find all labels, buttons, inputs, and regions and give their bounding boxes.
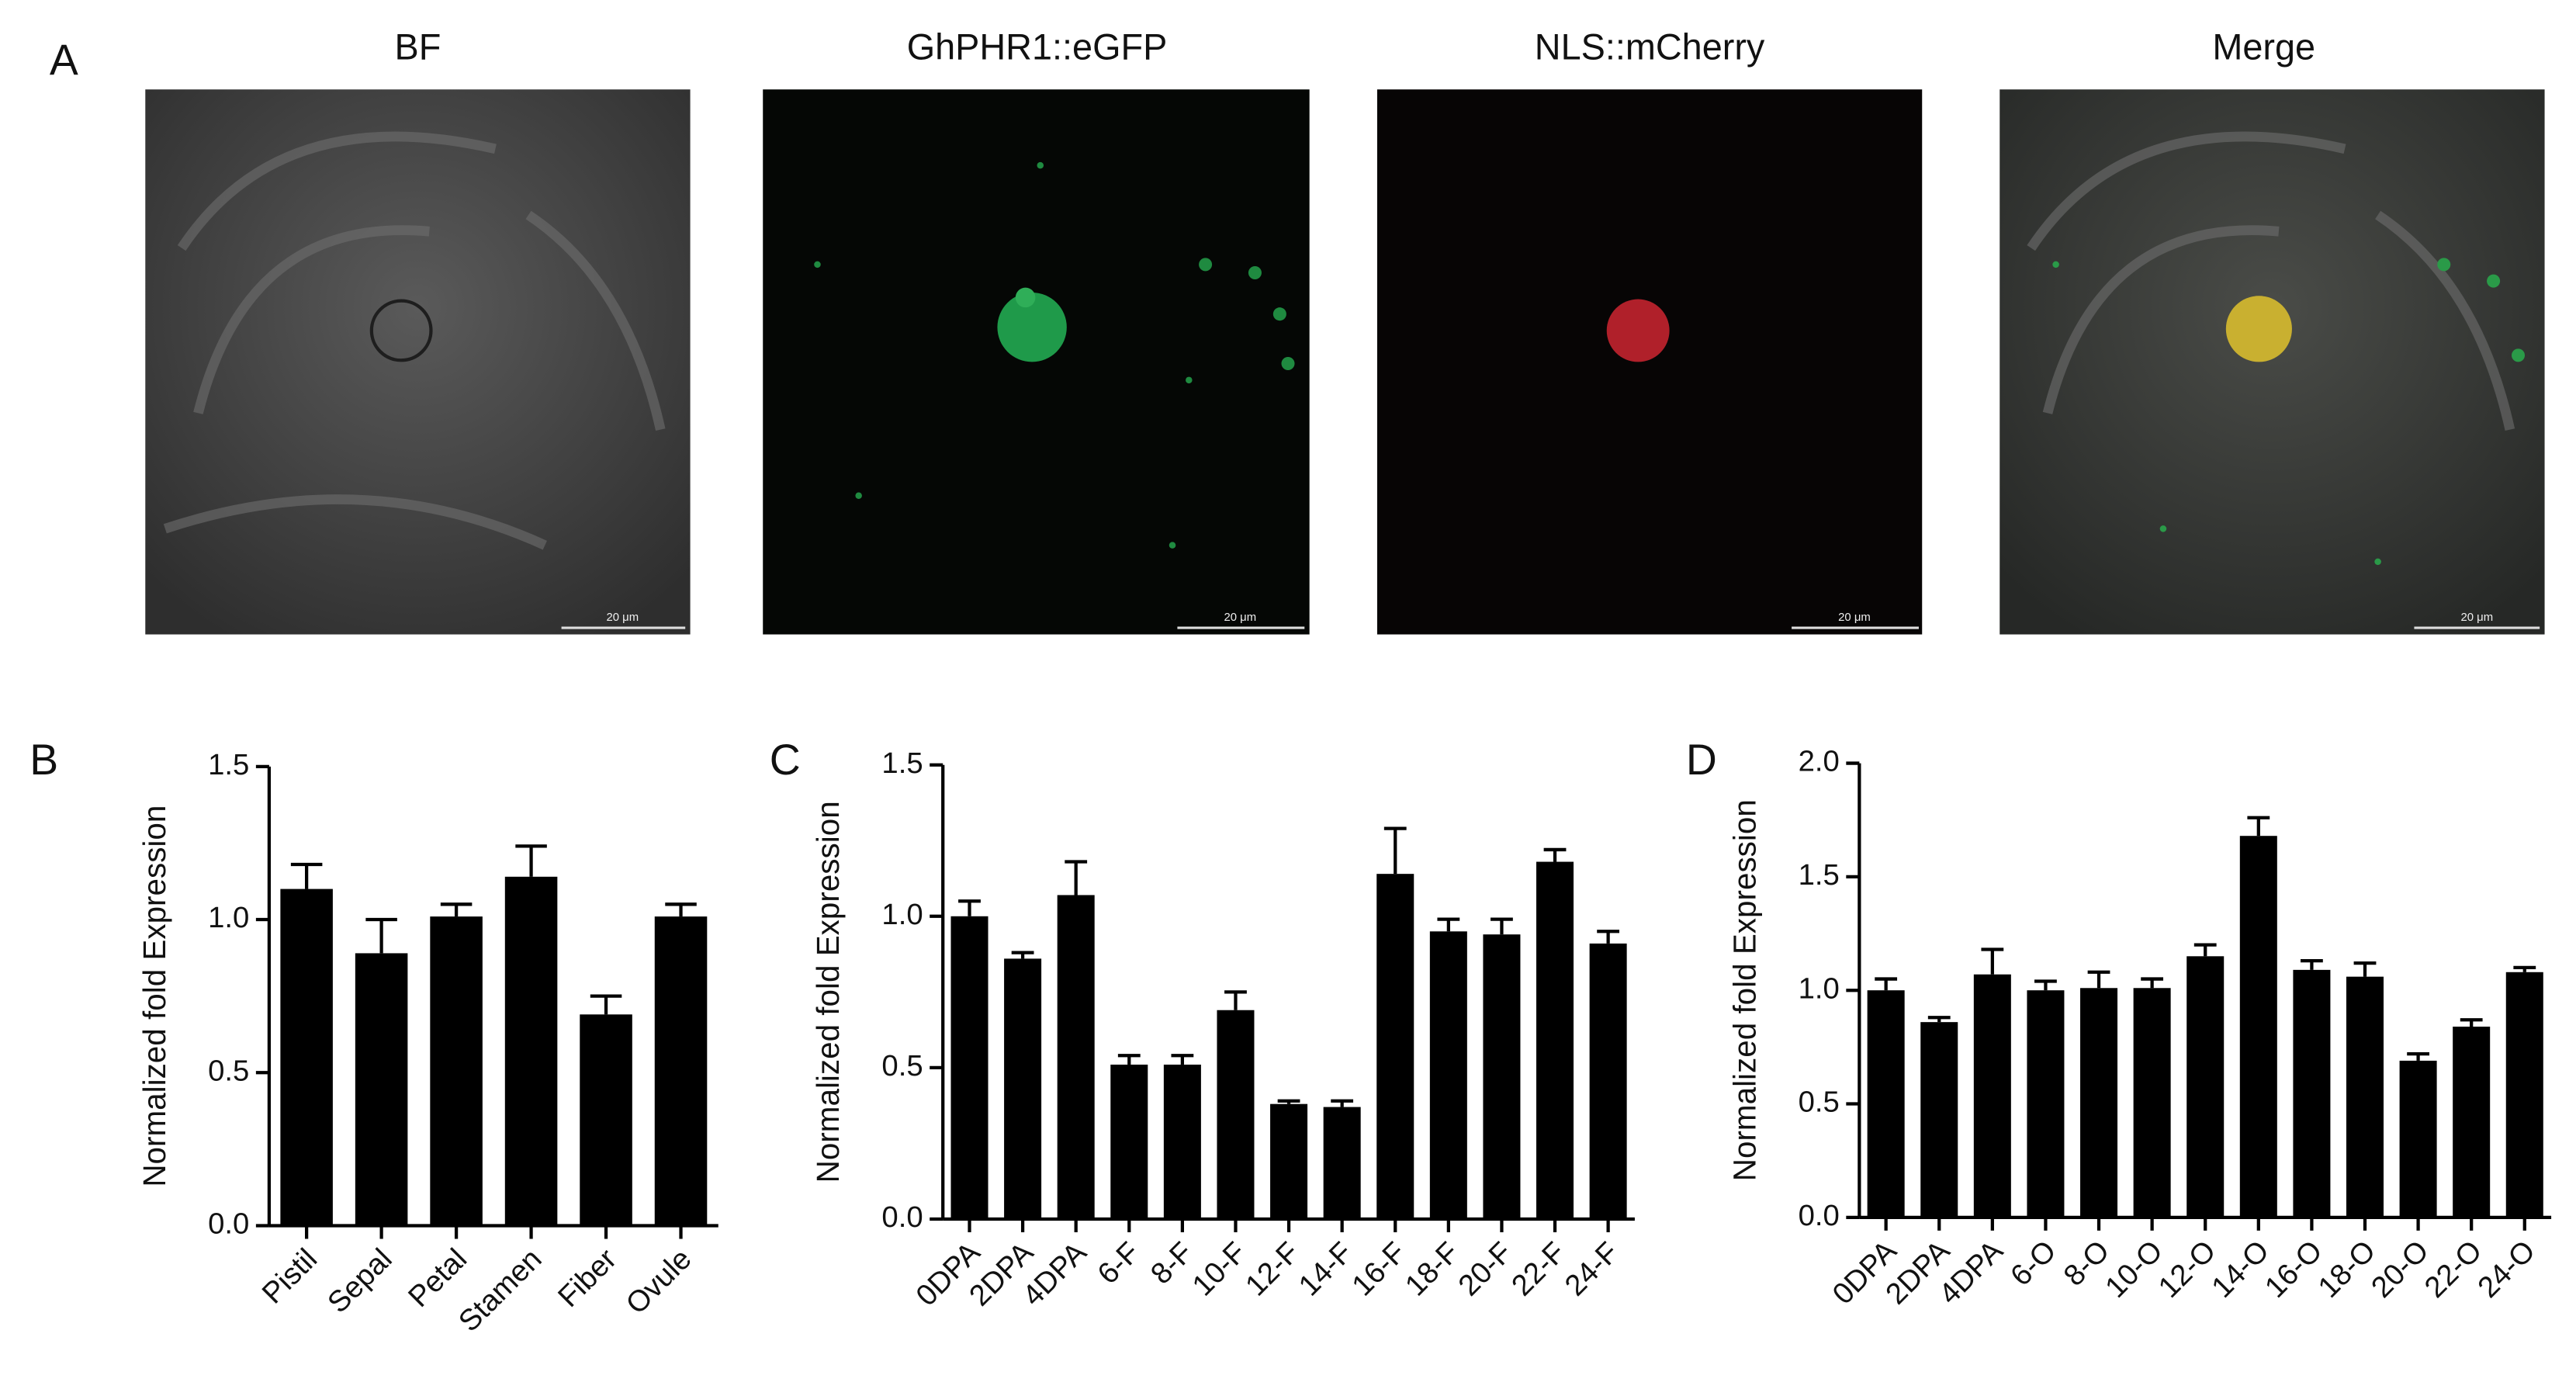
bar [1429,931,1467,1219]
bar [580,1014,632,1226]
x-tick-label: Stamen [452,1242,549,1339]
y-tick-label: 0.5 [1799,1086,1840,1119]
x-tick-label: 10-F [1186,1235,1252,1302]
x-tick-label: 12-F [1239,1235,1306,1302]
scale-bar-label: 20 μm [1224,611,1256,624]
bar [1323,1107,1361,1219]
bar [1270,1103,1308,1219]
y-tick-label: 1.5 [881,746,923,780]
x-tick-label: 6-F [1091,1235,1146,1290]
bar [2239,836,2277,1218]
bar [2293,969,2331,1218]
y-tick-label: 0.0 [881,1200,923,1234]
x-tick-label: 20-F [1452,1235,1518,1302]
x-tick-label: 20-O [2365,1234,2436,1304]
bar [2186,956,2225,1218]
bar [1217,1010,1255,1219]
bar [2133,988,2171,1218]
bar [504,876,558,1226]
panel-label: B [29,736,58,784]
bar [430,916,483,1226]
bar [1057,895,1095,1219]
y-tick-label: 1.0 [208,901,249,934]
bar [355,953,408,1226]
x-tick-label: 16-F [1345,1235,1412,1302]
bar [950,916,989,1219]
x-tick-label: 22-O [2418,1234,2489,1304]
x-tick-label: 12-O [2152,1234,2223,1304]
x-tick-label: 14-F [1293,1235,1359,1302]
bar [1376,874,1414,1219]
panel-label: C [770,736,801,784]
bar [654,916,708,1226]
bar [2027,990,2065,1218]
bar [1536,861,1574,1219]
x-tick-label: 6-O [2004,1234,2063,1293]
bar [2399,1060,2437,1218]
bar [1867,990,1905,1218]
image-title: BF [395,27,441,68]
x-tick-label: 18-O [2311,1234,2382,1304]
bar [1973,974,2011,1218]
bar [1483,934,1521,1219]
y-tick-label: 1.5 [1799,858,1840,892]
x-tick-label: Fiber [552,1242,623,1314]
y-tick-label: 1.5 [208,748,249,781]
x-tick-label: 14-O [2205,1234,2276,1304]
x-tick-label: Pistil [256,1242,324,1311]
x-tick-label: 22-F [1505,1235,1572,1302]
image-merge [2000,89,2545,635]
y-tick-label: 1.0 [881,898,923,931]
scale-bar-label: 20 μm [607,611,639,624]
bar [2505,972,2543,1218]
x-tick-label: 24-F [1559,1235,1626,1302]
y-tick-label: 2.0 [1799,745,1840,778]
y-tick-label: 0.5 [881,1049,923,1083]
x-tick-label: Sepal [321,1242,399,1320]
panel-label: A [50,36,78,84]
y-axis-label: Normalized fold Expression [137,805,172,1187]
image-bf [145,89,691,635]
image-title: NLS::mCherry [1535,27,1765,68]
bar [2080,988,2118,1218]
bar [2453,1027,2491,1218]
bar [1920,1022,1958,1218]
bar [2346,976,2384,1218]
y-tick-label: 0.0 [208,1207,249,1241]
image-gfp [763,89,1310,635]
x-tick-label: Ovule [619,1242,698,1321]
bar [280,889,333,1226]
bar [1004,958,1042,1219]
y-tick-label: 0.5 [208,1054,249,1087]
bar [1589,943,1627,1219]
x-tick-label: 24-O [2471,1234,2542,1304]
image-mcherry [1376,89,1923,635]
y-axis-label: Normalized fold Expression [1726,799,1762,1181]
image-title: GhPHR1::eGFP [907,27,1168,68]
y-tick-label: 1.0 [1799,972,1840,1005]
scale-bar-label: 20 μm [2460,611,2493,624]
bar [1110,1064,1148,1219]
x-tick-label: 10-O [2099,1234,2169,1304]
x-tick-label: 16-O [2259,1234,2329,1304]
x-tick-label: 18-F [1399,1235,1466,1302]
y-tick-label: 0.0 [1799,1199,1840,1232]
panel-label: D [1686,736,1717,784]
bar [1163,1064,1201,1219]
image-title: Merge [2212,27,2315,68]
y-axis-label: Normalized fold Expression [810,801,846,1183]
scale-bar-label: 20 μm [1838,611,1871,624]
